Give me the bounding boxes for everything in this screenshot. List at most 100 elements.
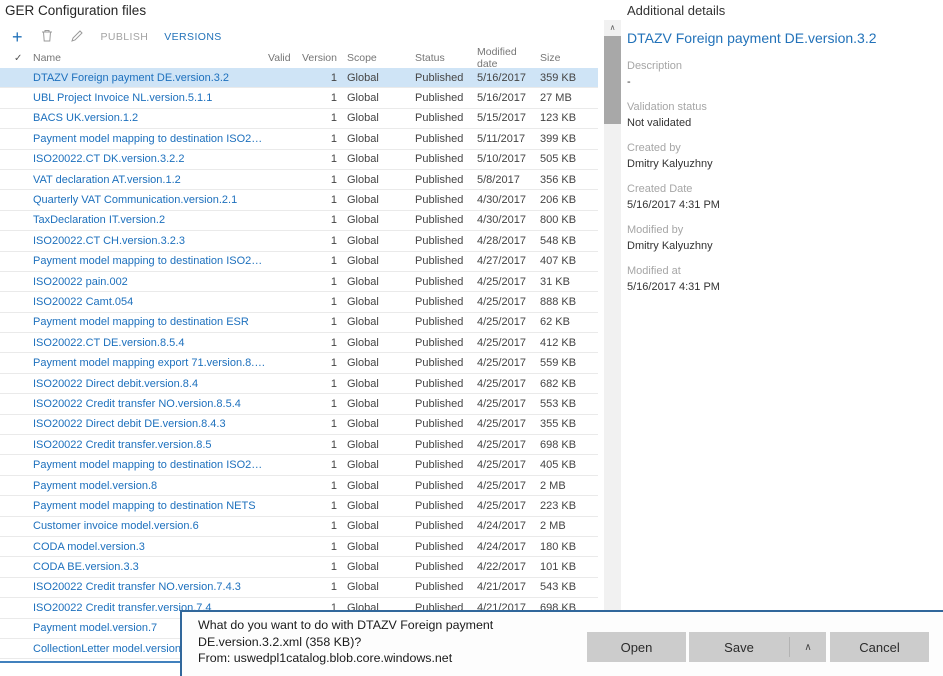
- table-row[interactable]: Quarterly VAT Communication.version.2.1 …: [0, 190, 598, 211]
- size-cell: 101 KB: [540, 561, 577, 574]
- table-row[interactable]: Payment model mapping to destination ISO…: [0, 455, 598, 476]
- edit-button[interactable]: [70, 29, 83, 45]
- file-name-link[interactable]: ISO20022 Direct debit DE.version.8.4.3: [33, 418, 226, 431]
- file-name-link[interactable]: ISO20022 Credit transfer NO.version.7.4.…: [33, 581, 241, 594]
- select-all-check-icon[interactable]: ✓: [14, 52, 23, 64]
- open-button[interactable]: Open: [587, 632, 686, 662]
- file-name-link[interactable]: VAT declaration AT.version.1.2: [33, 173, 181, 186]
- scrollbar-thumb[interactable]: [604, 36, 621, 124]
- file-name-link[interactable]: ISO20022.CT CH.version.3.2.3: [33, 234, 186, 247]
- file-name-link[interactable]: ISO20022 Direct debit.version.8.4: [33, 377, 199, 390]
- table-row[interactable]: ISO20022 Credit transfer NO.version.7.4.…: [0, 578, 598, 599]
- version-cell: 1: [330, 459, 337, 472]
- table-row[interactable]: Payment model.version.8 1 Global Publish…: [0, 476, 598, 497]
- table-row[interactable]: ISO20022 Direct debit.version.8.4 1 Glob…: [0, 374, 598, 395]
- column-header-modified[interactable]: Modified date: [477, 46, 517, 70]
- version-cell: 1: [330, 377, 337, 390]
- column-header-valid[interactable]: Valid: [268, 52, 291, 64]
- table-row[interactable]: ISO20022 Direct debit DE.version.8.4.3 1…: [0, 415, 598, 436]
- column-header-size[interactable]: Size: [540, 52, 561, 64]
- vertical-scrollbar[interactable]: ∧: [604, 20, 621, 610]
- table-row[interactable]: Payment model mapping to destination ISO…: [0, 252, 598, 272]
- publish-button[interactable]: PUBLISH: [100, 31, 149, 43]
- table-row[interactable]: UBL Project Invoice NL.version.5.1.1 1 G…: [0, 88, 598, 109]
- detail-field-label: Created by: [627, 142, 681, 154]
- version-cell: 1: [330, 438, 337, 451]
- status-cell: Published: [415, 581, 464, 594]
- version-cell: 1: [330, 194, 337, 207]
- column-header-name[interactable]: Name: [33, 52, 62, 64]
- scope-cell: Global: [347, 520, 379, 533]
- file-name-link[interactable]: Payment model mapping to destination ISO…: [33, 255, 268, 268]
- cancel-button[interactable]: Cancel: [830, 632, 929, 662]
- table-row[interactable]: Payment model mapping to destination ESR…: [0, 313, 598, 334]
- version-cell: 1: [330, 153, 337, 166]
- column-header-version[interactable]: Version: [301, 52, 337, 64]
- modified-date-cell: 4/24/2017: [477, 520, 526, 533]
- table-row[interactable]: Payment model mapping to destination ISO…: [0, 129, 598, 150]
- status-cell: Published: [415, 499, 464, 512]
- file-name-link[interactable]: Payment model mapping export 71.version.…: [33, 357, 268, 370]
- table-row[interactable]: ISO20022 Credit transfer NO.version.8.5.…: [0, 394, 598, 415]
- modified-date-cell: 4/25/2017: [477, 377, 526, 390]
- file-name-link[interactable]: Payment model mapping to destination ISO…: [33, 132, 268, 145]
- versions-button[interactable]: VERSIONS: [164, 31, 222, 43]
- file-name-link[interactable]: ISO20022.CT DK.version.3.2.2: [33, 153, 185, 166]
- column-header-status[interactable]: Status: [415, 52, 445, 64]
- size-cell: 2 MB: [540, 520, 566, 533]
- file-name-link[interactable]: ISO20022 Credit transfer NO.version.8.5.…: [33, 397, 241, 410]
- table-row[interactable]: ISO20022 Credit transfer.version.8.5 1 G…: [0, 435, 598, 456]
- save-button[interactable]: Save: [689, 632, 789, 662]
- table-row[interactable]: ISO20022.CT DE.version.8.5.4 1 Global Pu…: [0, 333, 598, 354]
- file-name-link[interactable]: TaxDeclaration IT.version.2: [33, 214, 166, 227]
- file-name-link[interactable]: ISO20022 pain.002: [33, 275, 128, 288]
- file-name-link[interactable]: BACS UK.version.1.2: [33, 112, 139, 125]
- file-name-link[interactable]: CODA BE.version.3.3: [33, 561, 139, 574]
- file-name-link[interactable]: DTAZV Foreign payment DE.version.3.2: [33, 71, 230, 84]
- table-row[interactable]: Payment model mapping export 71.version.…: [0, 353, 598, 374]
- file-name-link[interactable]: Quarterly VAT Communication.version.2.1: [33, 194, 238, 207]
- table-row[interactable]: ISO20022.CT DK.version.3.2.2 1 Global Pu…: [0, 150, 598, 170]
- file-name-link[interactable]: CODA model.version.3: [33, 540, 145, 553]
- add-button[interactable]: +: [12, 28, 23, 46]
- table-row[interactable]: BACS UK.version.1.2 1 Global Published 5…: [0, 109, 598, 130]
- status-cell: Published: [415, 540, 464, 553]
- table-row[interactable]: ISO20022 pain.002 1 Global Published 4/2…: [0, 272, 598, 293]
- table-row[interactable]: CODA BE.version.3.3 1 Global Published 4…: [0, 557, 598, 578]
- table-row[interactable]: ISO20022 Camt.054 1 Global Published 4/2…: [0, 292, 598, 313]
- size-cell: 543 KB: [540, 581, 577, 594]
- version-cell: 1: [330, 357, 337, 370]
- file-name-link[interactable]: UBL Project Invoice NL.version.5.1.1: [33, 92, 213, 105]
- file-name-link[interactable]: Customer invoice model.version.6: [33, 520, 199, 533]
- version-cell: 1: [330, 214, 337, 227]
- table-row[interactable]: CODA model.version.3 1 Global Published …: [0, 537, 598, 558]
- table-row[interactable]: ISO20022.CT CH.version.3.2.3 1 Global Pu…: [0, 231, 598, 252]
- column-header-scope[interactable]: Scope: [347, 52, 377, 64]
- file-name-link[interactable]: Payment model mapping to destination ESR: [33, 316, 249, 329]
- selected-file-link[interactable]: DTAZV Foreign payment DE.version.3.2: [627, 30, 877, 46]
- file-name-link[interactable]: ISO20022 Credit transfer.version.8.5: [33, 438, 212, 451]
- file-name-link[interactable]: Payment model mapping to destination NET…: [33, 499, 256, 512]
- table-row[interactable]: Customer invoice model.version.6 1 Globa…: [0, 517, 598, 537]
- detail-field: Modified at 5/16/2017 4:31 PM: [627, 265, 932, 294]
- version-cell: 1: [330, 92, 337, 105]
- table-row[interactable]: TaxDeclaration IT.version.2 1 Global Pub…: [0, 211, 598, 232]
- table-row[interactable]: Payment model mapping to destination NET…: [0, 496, 598, 517]
- save-options-button[interactable]: ∧: [790, 632, 826, 662]
- version-cell: 1: [330, 581, 337, 594]
- download-message: What do you want to do with DTAZV Foreig…: [198, 617, 543, 667]
- file-name-link[interactable]: ISO20022 Camt.054: [33, 295, 134, 308]
- file-name-link[interactable]: Payment model mapping to destination ISO…: [33, 459, 268, 472]
- file-name-link[interactable]: ISO20022.CT DE.version.8.5.4: [33, 336, 185, 349]
- modified-date-cell: 4/25/2017: [477, 418, 526, 431]
- table-row[interactable]: DTAZV Foreign payment DE.version.3.2 1 G…: [0, 68, 598, 89]
- modified-date-cell: 4/25/2017: [477, 397, 526, 410]
- scroll-up-icon[interactable]: ∧: [609, 23, 616, 32]
- file-name-link[interactable]: Payment model.version.8: [33, 479, 158, 492]
- save-split-button: Save ∧: [689, 632, 826, 662]
- download-question: What do you want to do with DTAZV Foreig…: [198, 618, 494, 649]
- delete-button[interactable]: [41, 29, 53, 45]
- table-header: ✓ Name Valid Version Scope Status Modifi…: [0, 46, 598, 70]
- size-cell: 359 KB: [540, 71, 577, 84]
- table-row[interactable]: VAT declaration AT.version.1.2 1 Global …: [0, 170, 598, 191]
